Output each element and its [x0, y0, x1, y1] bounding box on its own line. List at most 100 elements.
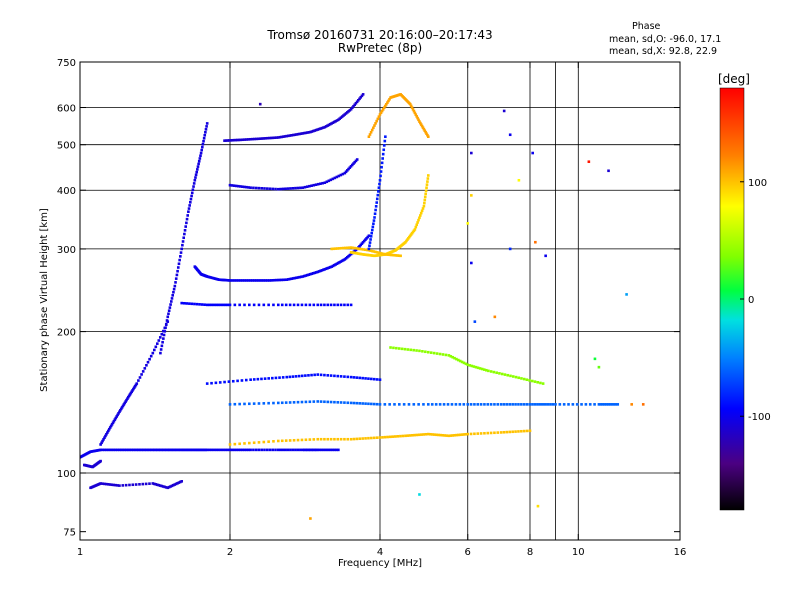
data-point [249, 279, 252, 282]
data-point [247, 138, 250, 141]
data-point [431, 433, 434, 436]
data-point [212, 303, 216, 307]
data-point [426, 403, 430, 406]
y-tick-label: 100 [57, 469, 76, 480]
data-point [248, 402, 251, 406]
data-point [273, 136, 276, 140]
data-point [201, 145, 204, 149]
data-point [310, 130, 314, 133]
data-point [141, 370, 145, 373]
data-point [167, 309, 171, 313]
data-point [536, 504, 540, 508]
data-point [199, 151, 203, 155]
data-point [310, 448, 314, 452]
data-point [174, 281, 177, 284]
data-point [372, 402, 376, 406]
data-point [312, 438, 316, 441]
data-point [343, 303, 346, 307]
data-point [192, 185, 195, 188]
data-point [360, 94, 364, 98]
chart-subtitle: RwPretec (8p) [338, 41, 422, 55]
data-point [335, 175, 339, 179]
data-point [391, 435, 395, 438]
data-point [284, 187, 287, 191]
data-point [179, 255, 182, 258]
data-point [367, 436, 370, 440]
data-point [274, 187, 277, 191]
data-point [232, 184, 236, 187]
data-point [614, 403, 618, 406]
data-point [323, 373, 326, 377]
data-point [307, 448, 311, 452]
data-point [508, 403, 512, 406]
data-point [212, 448, 216, 452]
data-point [520, 377, 523, 380]
data-point [587, 160, 591, 164]
data-point [466, 403, 470, 406]
data-point [148, 357, 151, 361]
data-point [319, 269, 322, 273]
colorbar-ticks: 100 0 -100 [740, 178, 771, 423]
data-point [444, 353, 448, 357]
data-point [304, 274, 308, 277]
data-point [486, 403, 490, 406]
data-point [308, 438, 312, 441]
data-point [489, 403, 493, 406]
data-point [413, 111, 417, 115]
data-point [301, 448, 305, 452]
data-point [182, 301, 186, 305]
data-point [190, 302, 194, 306]
data-point [172, 287, 176, 291]
data-point [181, 448, 185, 452]
data-point [383, 139, 387, 143]
data-point [236, 184, 240, 188]
data-point [531, 151, 534, 155]
data-point [457, 433, 460, 437]
data-point [254, 186, 258, 190]
data-point [326, 400, 330, 404]
data-point [310, 272, 314, 276]
data-point [282, 278, 285, 282]
data-point [284, 439, 288, 442]
data-point [339, 401, 343, 404]
data-point [153, 448, 156, 452]
data-point [382, 106, 386, 109]
data-point [499, 431, 503, 434]
data-point [353, 246, 356, 250]
data-point [307, 131, 311, 134]
data-point [422, 127, 426, 131]
data-point [348, 166, 352, 169]
data-point [567, 403, 570, 406]
data-point [392, 346, 395, 350]
data-point [429, 351, 433, 354]
data-point [383, 435, 387, 439]
data-point [161, 340, 164, 344]
data-point [159, 351, 162, 355]
data-point [262, 279, 266, 282]
data-point [571, 403, 575, 406]
data-point [112, 483, 116, 487]
data-point [438, 403, 442, 406]
data-point [226, 139, 230, 142]
data-point [383, 403, 387, 406]
data-point [470, 261, 473, 265]
data-point [143, 448, 147, 452]
data-point [420, 209, 424, 213]
data-point [132, 386, 136, 389]
data-point [228, 279, 232, 282]
data-point [386, 101, 389, 104]
data-point [140, 373, 143, 376]
data-point [469, 432, 473, 436]
data-point [138, 448, 142, 452]
data-point [339, 437, 343, 441]
data-point [267, 303, 270, 307]
data-point [288, 134, 292, 137]
data-point [417, 118, 420, 122]
data-point [275, 136, 278, 139]
data-point [184, 448, 187, 452]
data-point [176, 448, 179, 452]
data-point [101, 482, 104, 485]
data-point [449, 434, 453, 437]
data-point [124, 400, 127, 403]
data-point [117, 412, 120, 415]
